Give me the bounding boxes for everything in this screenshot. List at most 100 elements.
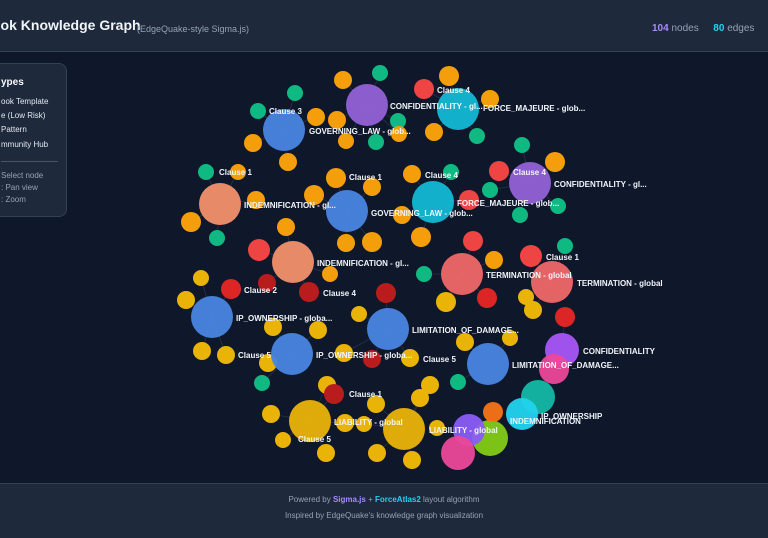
graph-node-small[interactable] (198, 164, 214, 180)
graph-node-small[interactable] (362, 232, 382, 252)
graph-node-small[interactable] (181, 212, 201, 232)
graph-node-small[interactable] (414, 79, 434, 99)
graph-node-small[interactable] (372, 65, 388, 81)
graph-node-small[interactable] (336, 414, 354, 432)
graph-node-small[interactable] (502, 330, 518, 346)
graph-node-small[interactable] (254, 375, 270, 391)
graph-node-small[interactable] (512, 207, 528, 223)
graph-node-small[interactable] (425, 123, 443, 141)
graph-node-small[interactable] (416, 266, 432, 282)
graph-node-small[interactable] (307, 108, 325, 126)
graph-node-small[interactable] (411, 227, 431, 247)
graph-node-small[interactable] (518, 289, 534, 305)
graph-node-small[interactable] (221, 279, 241, 299)
graph-node-small[interactable] (287, 85, 303, 101)
graph-node-hub[interactable] (191, 296, 233, 338)
graph-node-small[interactable] (450, 374, 466, 390)
graph-node-small[interactable] (244, 134, 262, 152)
graph-node-hub[interactable] (263, 109, 305, 151)
graph-node-hub[interactable] (326, 190, 368, 232)
graph-node-small[interactable] (376, 283, 396, 303)
graph-node-small[interactable] (337, 234, 355, 252)
graph-node-small[interactable] (401, 349, 419, 367)
graph-node-small[interactable] (403, 451, 421, 469)
graph-node-hub[interactable] (199, 183, 241, 225)
graph-node-small[interactable] (477, 288, 497, 308)
sigma-link[interactable]: Sigma.js (332, 495, 366, 504)
graph-node-small[interactable] (436, 292, 456, 312)
graph-node-small[interactable] (520, 245, 542, 267)
graph-node-small[interactable] (403, 165, 421, 183)
graph-node-hub[interactable] (467, 343, 509, 385)
graph-node-hub[interactable] (346, 84, 388, 126)
graph-node-hub[interactable] (383, 408, 425, 450)
graph-node-small[interactable] (555, 307, 575, 327)
graph-node-small[interactable] (367, 395, 385, 413)
graph-node-hub[interactable] (531, 261, 573, 303)
graph-node-small[interactable] (363, 178, 381, 196)
graph-node-small[interactable] (391, 126, 407, 142)
graph-node-small[interactable] (264, 318, 282, 336)
graph-node-small[interactable] (550, 198, 566, 214)
graph-node-hub[interactable] (441, 253, 483, 295)
graph-node-small[interactable] (421, 376, 439, 394)
graph-node-small[interactable] (324, 384, 344, 404)
graph-node-small[interactable] (335, 344, 353, 362)
graph-node-small[interactable] (277, 218, 295, 236)
graph-node-small[interactable] (275, 432, 291, 448)
graph-node-hub[interactable] (437, 88, 479, 130)
graph-node-small[interactable] (456, 333, 474, 351)
graph-node-small[interactable] (524, 301, 542, 319)
graph-node-small[interactable] (322, 266, 338, 282)
graph-node-small[interactable] (363, 350, 381, 368)
graph-canvas[interactable]: Clause 3 Clause 4 Clause 1 Clause 1 Clause 4… (0, 52, 768, 483)
graph-node-small[interactable] (459, 190, 479, 210)
forceatlas-link[interactable]: ForceAtlas2 (375, 495, 421, 504)
graph-node-hub[interactable] (441, 436, 475, 470)
graph-node-small[interactable] (411, 389, 429, 407)
graph-node-small[interactable] (217, 346, 235, 364)
graph-node-small[interactable] (193, 342, 211, 360)
graph-node-small[interactable] (489, 161, 509, 181)
graph-node-small[interactable] (304, 185, 324, 205)
graph-node-small[interactable] (326, 168, 346, 188)
graph-node-small[interactable] (299, 282, 319, 302)
graph-node-hub[interactable] (272, 241, 314, 283)
graph-node-small[interactable] (209, 230, 225, 246)
graph-node-small[interactable] (545, 152, 565, 172)
graph-node-small[interactable] (248, 239, 270, 261)
graph-node-small[interactable] (351, 306, 367, 322)
graph-node-hub[interactable] (271, 333, 313, 375)
graph-node-small[interactable] (317, 444, 335, 462)
graph-node-hub[interactable] (506, 398, 538, 430)
graph-node-hub[interactable] (412, 181, 454, 223)
graph-node-small[interactable] (193, 270, 209, 286)
graph-node-small[interactable] (262, 405, 280, 423)
graph-node-hub[interactable] (289, 400, 331, 442)
graph-node-small[interactable] (482, 182, 498, 198)
graph-node-small[interactable] (485, 251, 503, 269)
graph-node-small[interactable] (338, 133, 354, 149)
graph-node-small[interactable] (328, 111, 346, 129)
graph-node-hub[interactable] (483, 402, 503, 422)
graph-node-small[interactable] (247, 191, 265, 209)
graph-node-small[interactable] (356, 416, 372, 432)
graph-node-small[interactable] (439, 66, 459, 86)
graph-node-small[interactable] (250, 103, 266, 119)
graph-node-small[interactable] (514, 137, 530, 153)
graph-node-small[interactable] (443, 164, 459, 180)
graph-node-small[interactable] (334, 71, 352, 89)
graph-node-small[interactable] (279, 153, 297, 171)
graph-node-small[interactable] (393, 206, 411, 224)
graph-node-hub[interactable] (367, 308, 409, 350)
graph-node-small[interactable] (469, 128, 485, 144)
graph-node-small[interactable] (463, 231, 483, 251)
graph-node-small[interactable] (368, 134, 384, 150)
graph-node-small[interactable] (177, 291, 195, 309)
graph-node-hub[interactable] (539, 354, 569, 384)
graph-node-small[interactable] (481, 90, 499, 108)
graph-node-small[interactable] (557, 238, 573, 254)
graph-node-small[interactable] (429, 420, 445, 436)
graph-node-small[interactable] (309, 321, 327, 339)
graph-node-small[interactable] (368, 444, 386, 462)
